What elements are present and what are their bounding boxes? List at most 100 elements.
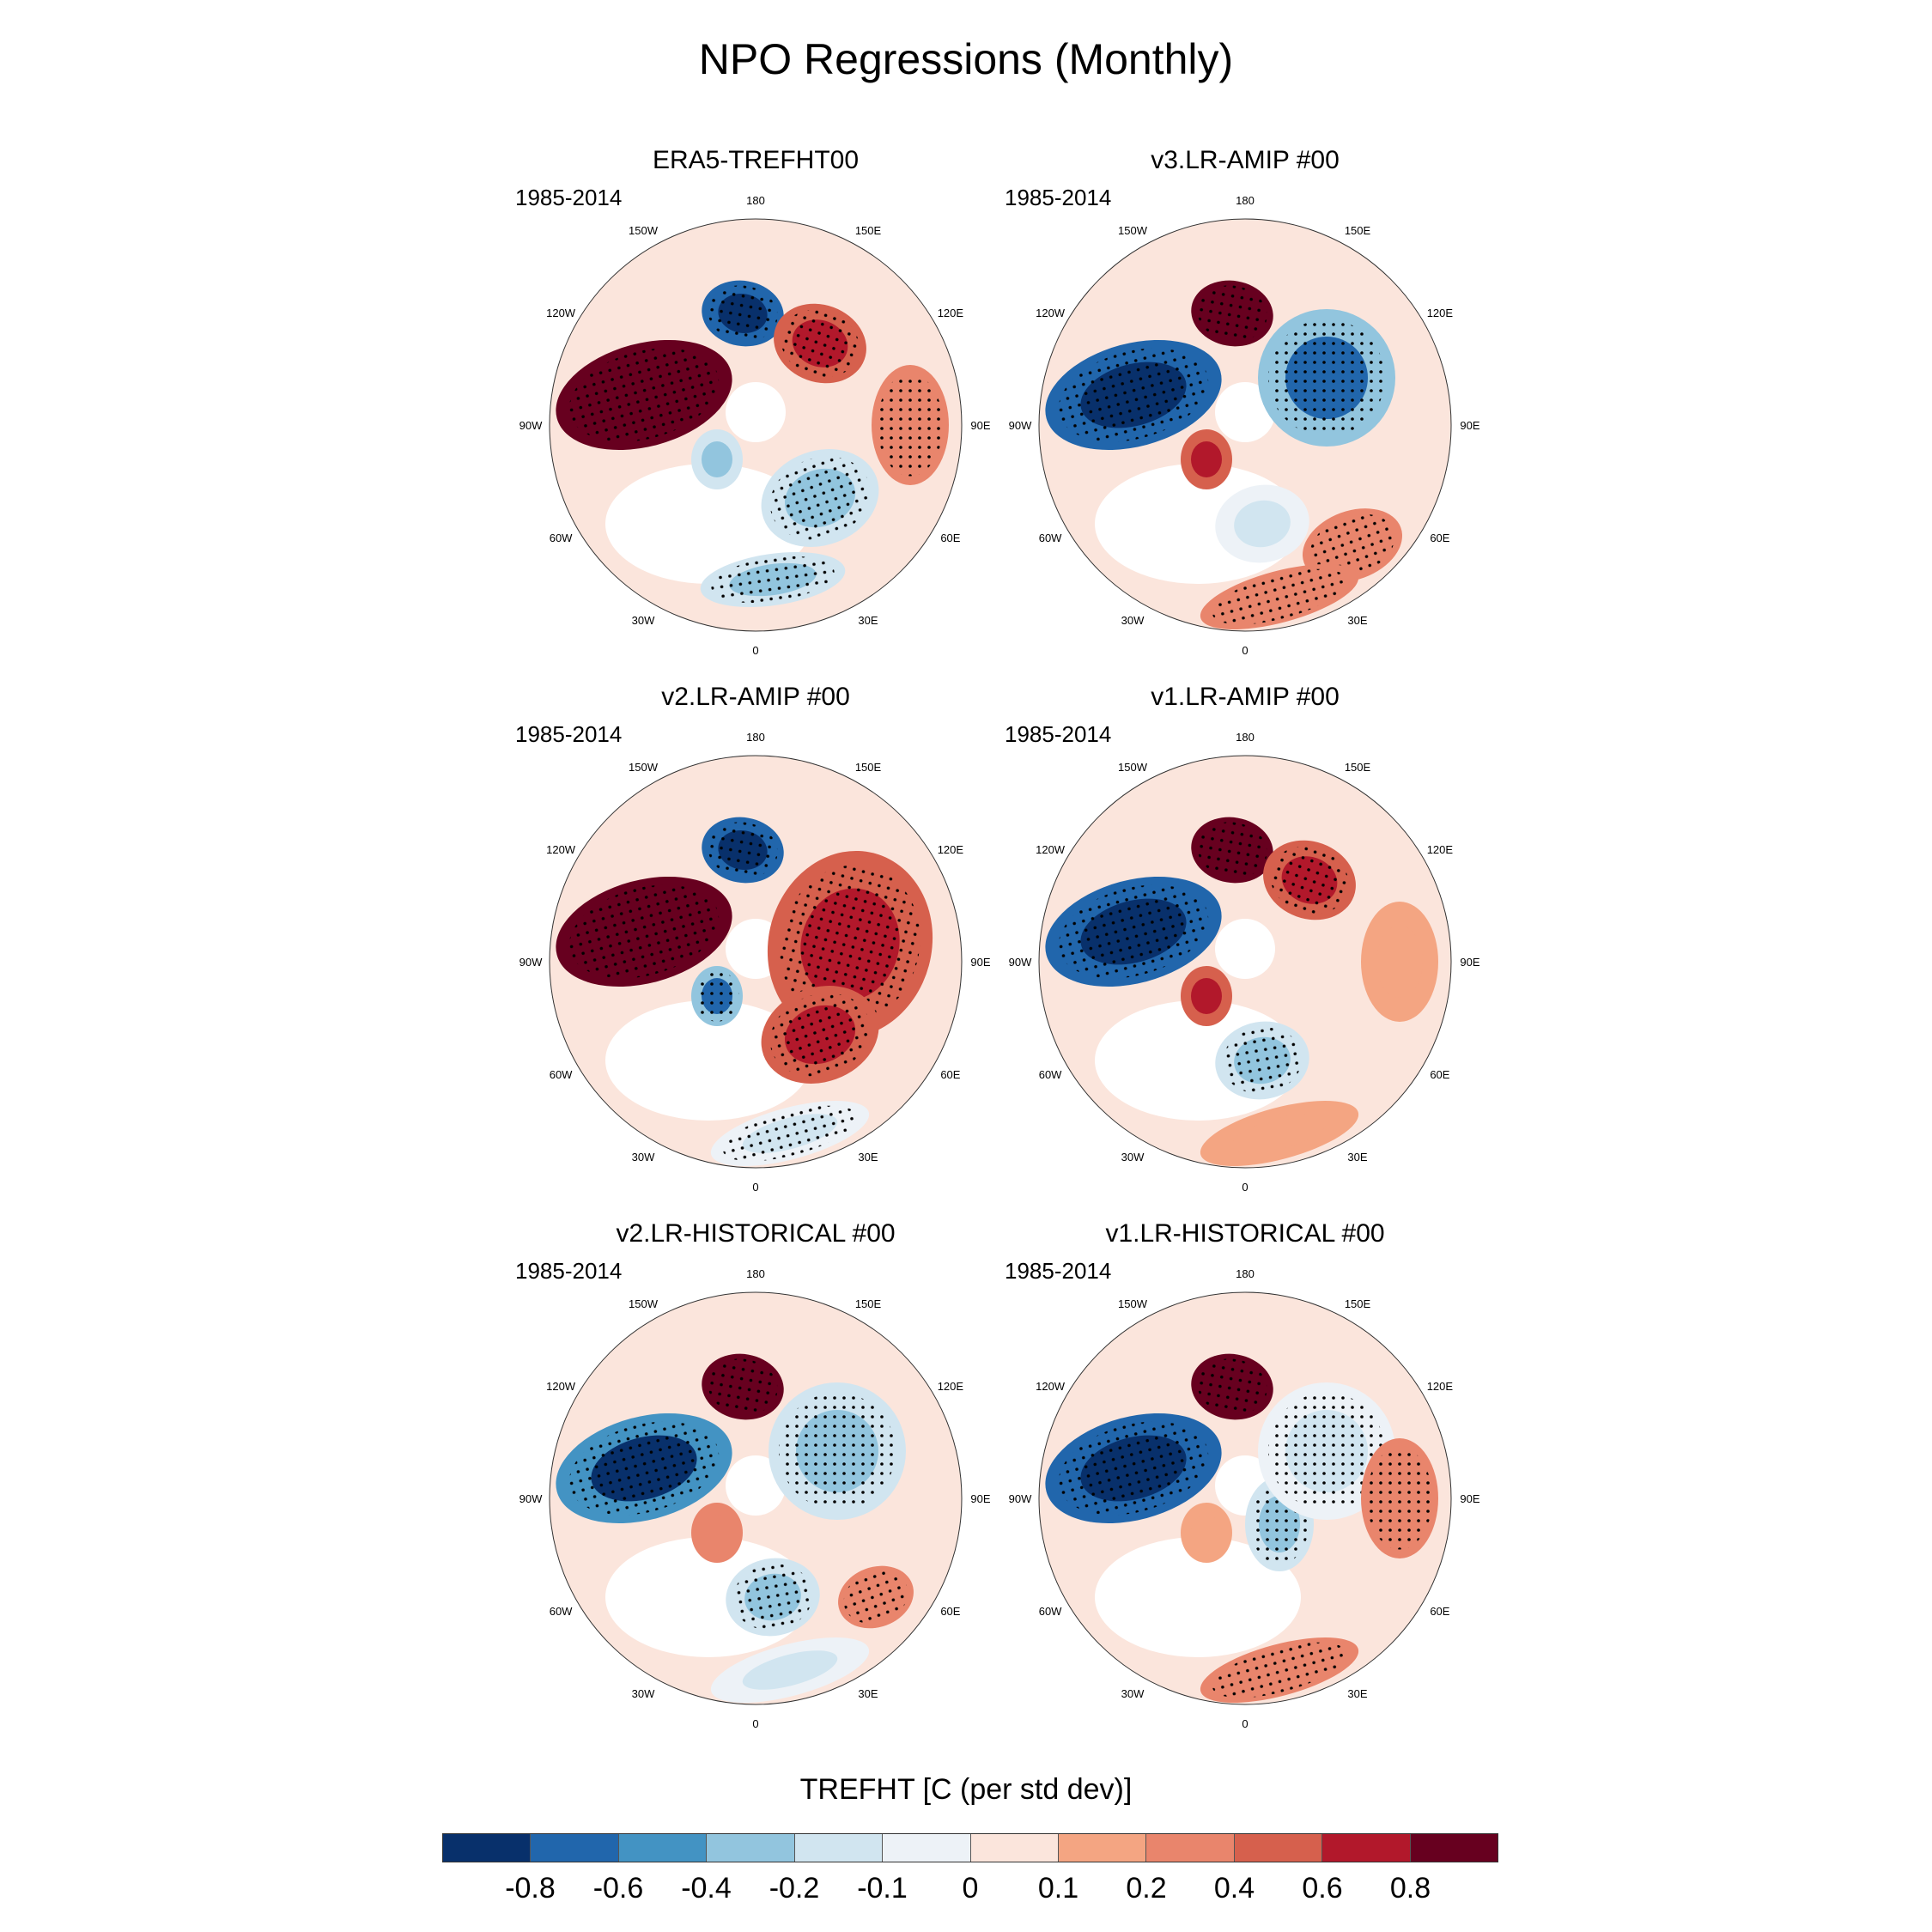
- colorbar-tick-label: 0.4: [1213, 1872, 1255, 1905]
- longitude-label: 120E: [1427, 1380, 1454, 1393]
- longitude-label: 150W: [629, 761, 659, 774]
- panel-title: v1.LR-AMIP #00: [1151, 683, 1340, 711]
- longitude-label: 60W: [550, 1068, 573, 1081]
- significance-stipple: [568, 1421, 720, 1516]
- significance-stipple: [781, 309, 860, 378]
- longitude-label: 90E: [970, 419, 990, 432]
- longitude-label: 120E: [938, 1380, 964, 1393]
- anomaly-core: [702, 441, 732, 477]
- longitude-label: 90W: [1009, 419, 1032, 432]
- panel-period: 1985-2014: [1005, 185, 1112, 210]
- colorbar-labels: -0.8 -0.6 -0.4 -0.2 -0.1 0 0.1 0.2 0.4 0.6 0.8: [442, 1872, 1498, 1906]
- anomaly-core: [1376, 926, 1423, 998]
- polar-map: 180 150E 120E 90E 60E 30E 0 30W 60W 90W 120W 150W: [1009, 731, 1480, 1194]
- colorbar-swatch: [1234, 1834, 1323, 1862]
- significance-stipple: [568, 348, 720, 442]
- longitude-label: 180: [1236, 731, 1255, 744]
- map-boundary: [549, 1291, 963, 1705]
- longitude-label: 90W: [1009, 1492, 1032, 1505]
- colorbar-tick-label: -0.1: [857, 1872, 908, 1905]
- longitude-label: 0: [752, 1181, 758, 1194]
- colorbar-swatch: [794, 1834, 884, 1862]
- masked-arctic: [1215, 382, 1275, 442]
- longitude-label: 30E: [858, 614, 878, 627]
- longitude-label: 30W: [632, 614, 655, 627]
- longitude-label: 90E: [1460, 956, 1479, 969]
- longitude-label: 60W: [550, 1605, 573, 1618]
- colorbar-tick-label: -0.6: [592, 1872, 644, 1905]
- colorbar-swatch: [531, 1834, 619, 1862]
- map-panel: v1.LR-AMIP #00 1985-2014 180 150E 120E 90E 60E…: [1005, 683, 1485, 1194]
- anomaly-core: [1231, 1114, 1327, 1153]
- panel-period: 1985-2014: [1005, 1258, 1112, 1284]
- significance-stipple: [1197, 1358, 1267, 1415]
- panel-title: v3.LR-AMIP #00: [1151, 146, 1340, 174]
- map-panel: v3.LR-AMIP #00 1985-2014 180 150E 120E 90E 60E…: [1005, 146, 1485, 657]
- longitude-label: 30E: [858, 1687, 878, 1700]
- significance-stipple: [1222, 1027, 1303, 1094]
- longitude-label: 0: [1242, 1717, 1248, 1730]
- masked-ocean: [1095, 1537, 1301, 1657]
- longitude-label: 180: [1236, 1267, 1255, 1280]
- longitude-label: 120E: [1427, 843, 1454, 856]
- longitude-label: 60W: [1039, 1068, 1062, 1081]
- longitude-label: 90W: [519, 956, 543, 969]
- longitude-label: 150W: [629, 224, 659, 237]
- significance-stipple: [1268, 319, 1385, 436]
- colorbar-tick-label: -0.8: [505, 1872, 556, 1905]
- longitude-label: 120E: [938, 843, 964, 856]
- masked-arctic: [726, 1455, 786, 1516]
- colorbar-tick-label: 0.8: [1389, 1872, 1431, 1905]
- panel-period: 1985-2014: [515, 721, 623, 747]
- longitude-label: 120E: [1427, 307, 1454, 319]
- significance-stipple: [568, 884, 720, 979]
- significance-stipple: [1270, 846, 1349, 914]
- longitude-label: 0: [752, 644, 758, 657]
- longitude-label: 90W: [1009, 956, 1032, 969]
- significance-stipple: [1058, 348, 1209, 442]
- longitude-label: 150W: [1118, 224, 1148, 237]
- longitude-label: 30W: [632, 1151, 655, 1163]
- anomaly-core: [1191, 1515, 1222, 1551]
- anomaly-core: [742, 1650, 838, 1690]
- colorbar-swatch: [1146, 1834, 1235, 1862]
- longitude-label: 180: [746, 1267, 765, 1280]
- significance-stipple: [769, 456, 871, 540]
- map-panel: v2.LR-AMIP #00 1985-2014 180 150E 120E 90E 60E…: [515, 683, 996, 1194]
- significance-stipple: [877, 374, 944, 477]
- significance-stipple: [1268, 1393, 1385, 1510]
- map-boundary: [1038, 1291, 1452, 1705]
- panel-title: v2.LR-HISTORICAL #00: [616, 1219, 896, 1248]
- longitude-label: 150W: [629, 1297, 659, 1310]
- longitude-label: 180: [1236, 194, 1255, 207]
- longitude-label: 90W: [519, 1492, 543, 1505]
- longitude-label: 30E: [1347, 1687, 1367, 1700]
- significance-stipple: [779, 1393, 896, 1510]
- significance-stipple: [1212, 1642, 1347, 1698]
- significance-stipple: [843, 1571, 908, 1624]
- colorbar-swatch: [443, 1834, 532, 1862]
- map-boundary: [1038, 218, 1452, 632]
- longitude-label: 180: [746, 194, 765, 207]
- colorbar-swatch: [883, 1834, 971, 1862]
- colorbar: [442, 1833, 1498, 1862]
- colorbar-swatch: [970, 1834, 1059, 1862]
- significance-stipple: [722, 1105, 858, 1162]
- anomaly-core: [1191, 441, 1222, 477]
- anomaly-core: [1191, 978, 1222, 1014]
- longitude-label: 150W: [1118, 761, 1148, 774]
- panel-title: ERA5-TREFHT00: [652, 146, 860, 174]
- significance-stipple: [711, 556, 835, 604]
- longitude-label: 150W: [1118, 1297, 1148, 1310]
- colorbar-swatch: [1058, 1834, 1147, 1862]
- longitude-label: 120W: [546, 1380, 576, 1393]
- longitude-label: 150E: [1345, 224, 1371, 237]
- longitude-label: 150E: [855, 761, 882, 774]
- significance-stipple: [708, 285, 778, 342]
- longitude-label: 90E: [1460, 419, 1479, 432]
- polar-map: 180 150E 120E 90E 60E 30E 0 30W 60W 90W 120W 150W: [519, 731, 991, 1194]
- colorbar-tick-label: -0.4: [681, 1872, 732, 1905]
- colorbar-tick-label: 0.6: [1302, 1872, 1343, 1905]
- longitude-label: 60E: [940, 1068, 960, 1081]
- longitude-label: 120W: [546, 843, 576, 856]
